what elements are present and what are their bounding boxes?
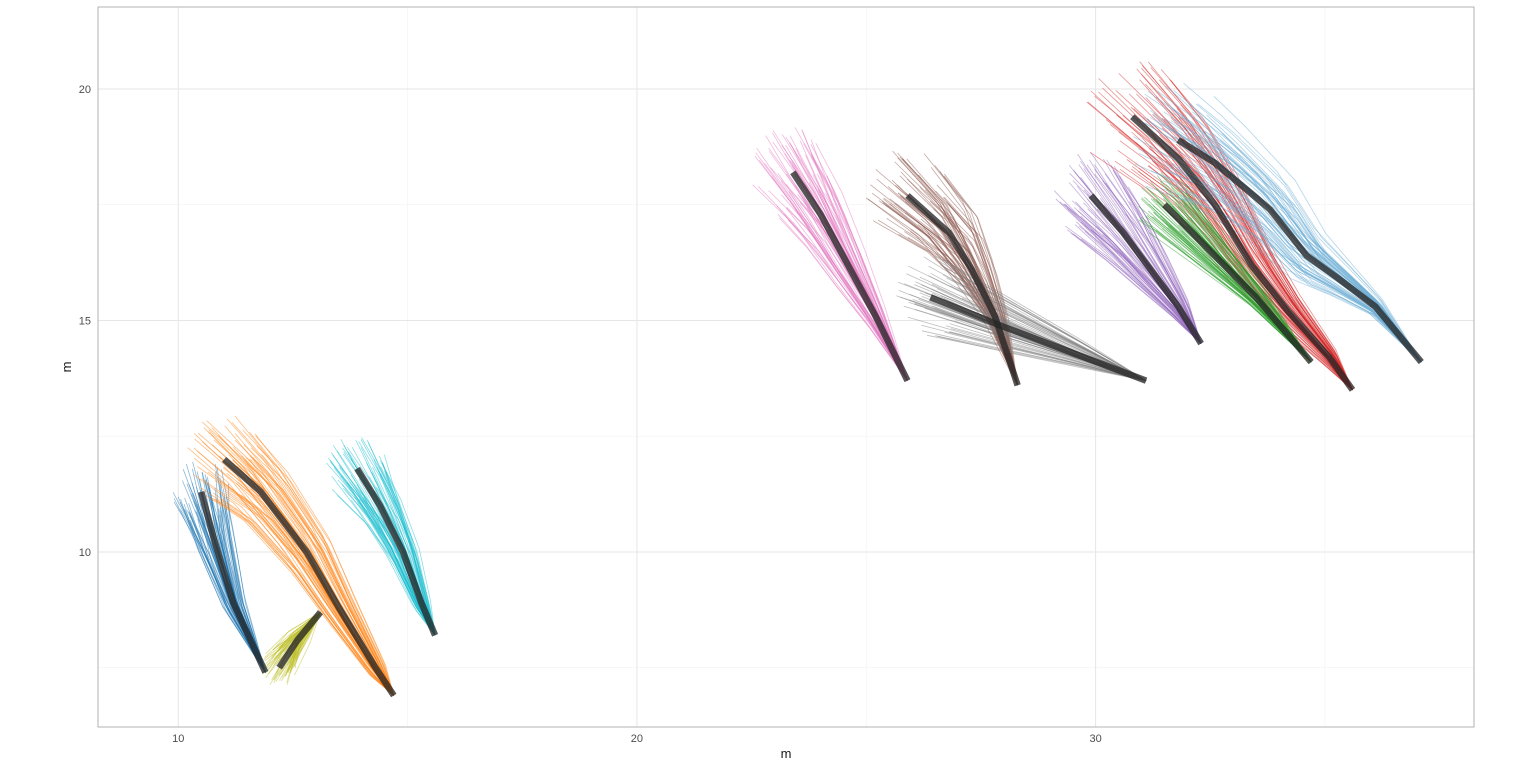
trajectory-line xyxy=(206,420,395,696)
trajectory-line xyxy=(331,475,436,636)
x-tick-label: 10 xyxy=(172,733,184,745)
trajectory-line xyxy=(1183,125,1422,363)
trajectory-line xyxy=(1138,219,1312,363)
trajectory-line xyxy=(1177,168,1422,363)
trajectory-line xyxy=(1076,185,1202,344)
trajectory-line xyxy=(921,324,1147,382)
trajectory-line xyxy=(379,460,436,636)
trajectory-line xyxy=(960,274,1147,382)
mean-trajectory-8 xyxy=(1088,193,1204,346)
trajectory-line xyxy=(197,518,266,673)
trajectory-line xyxy=(1213,96,1422,363)
trajectory-line xyxy=(193,447,395,696)
mean-trajectory-10 xyxy=(1162,202,1314,365)
trajectory-line xyxy=(329,459,436,636)
trajectory-line xyxy=(294,612,321,676)
x-axis-title: m xyxy=(781,746,792,761)
trajectory-line xyxy=(815,143,908,381)
trajectory-line xyxy=(818,189,908,381)
trajectory-line xyxy=(1080,238,1202,344)
trajectory-line xyxy=(1204,130,1422,363)
y-tick-label: 15 xyxy=(79,315,91,327)
trajectory-line xyxy=(1102,180,1202,344)
trajectory-line xyxy=(189,515,266,673)
trajectory-line xyxy=(1128,201,1202,344)
trajectory-line xyxy=(1195,103,1422,363)
trajectory-line xyxy=(1162,180,1422,363)
trajectory-line xyxy=(1192,203,1312,363)
y-tick-label: 20 xyxy=(79,84,91,96)
trajectory-line xyxy=(1197,103,1422,363)
trajectory-line xyxy=(254,433,395,696)
mean-trajectory-2 xyxy=(221,456,397,698)
trajectory-line xyxy=(1113,166,1202,344)
mean-trajectory-9 xyxy=(1130,114,1356,392)
trajectory-line xyxy=(213,498,395,696)
trajectory-line xyxy=(1136,68,1353,391)
x-tick-label: 30 xyxy=(1089,733,1101,745)
trajectory-line xyxy=(1139,218,1312,363)
trajectory-line xyxy=(1144,93,1422,363)
mean-trajectory-4 xyxy=(354,466,439,637)
trajectory-line xyxy=(201,478,395,696)
panel-border xyxy=(97,6,1475,728)
trajectory-line xyxy=(785,136,908,381)
mean-trajectory-7 xyxy=(929,294,1148,384)
mean-trajectories xyxy=(198,114,1424,698)
trajectory-line xyxy=(1187,102,1422,363)
trajectory-line xyxy=(1141,65,1353,391)
y-axis-title: m xyxy=(59,362,74,373)
trajectory-line xyxy=(226,418,395,696)
trajectory-line xyxy=(216,466,266,673)
mean-trajectory-1 xyxy=(198,490,269,674)
trajectory-line xyxy=(1178,181,1312,363)
mean-trajectory-5 xyxy=(790,170,911,383)
trajectory-line xyxy=(1110,165,1202,344)
x-tick-label: 20 xyxy=(631,733,643,745)
trajectory-line xyxy=(183,504,266,673)
mean-trajectory-3 xyxy=(276,610,324,670)
trajectory-line xyxy=(937,336,1147,382)
y-tick-label: 10 xyxy=(79,547,91,559)
trajectory-line xyxy=(256,445,395,696)
trajectory-line xyxy=(810,153,908,381)
mean-trajectory-6 xyxy=(905,193,1021,387)
trajectory-line xyxy=(1064,225,1202,344)
trajectory-line xyxy=(794,127,908,381)
trajectory-line xyxy=(887,186,1018,386)
axis-ticks: 10 20 30 10 15 20 xyxy=(79,84,1102,745)
trajectory-line xyxy=(776,205,908,381)
trajectory-line xyxy=(1147,210,1312,363)
trajectory-line xyxy=(1183,201,1312,363)
trajectory-line xyxy=(1102,234,1202,344)
trajectory-line xyxy=(783,213,908,381)
trajectory-line xyxy=(1070,232,1202,344)
trajectory-line xyxy=(871,192,1018,386)
trajectory-line xyxy=(378,455,436,636)
trajectory-line xyxy=(759,160,908,381)
mean-trajectory-11 xyxy=(1176,137,1424,365)
trajectory-line xyxy=(949,285,1147,382)
trajectory-line xyxy=(944,196,1018,386)
trajectory-line xyxy=(935,335,1147,382)
trajectory-line xyxy=(194,457,395,696)
trajectory-line xyxy=(265,611,321,654)
trajectory-line xyxy=(1138,148,1422,363)
